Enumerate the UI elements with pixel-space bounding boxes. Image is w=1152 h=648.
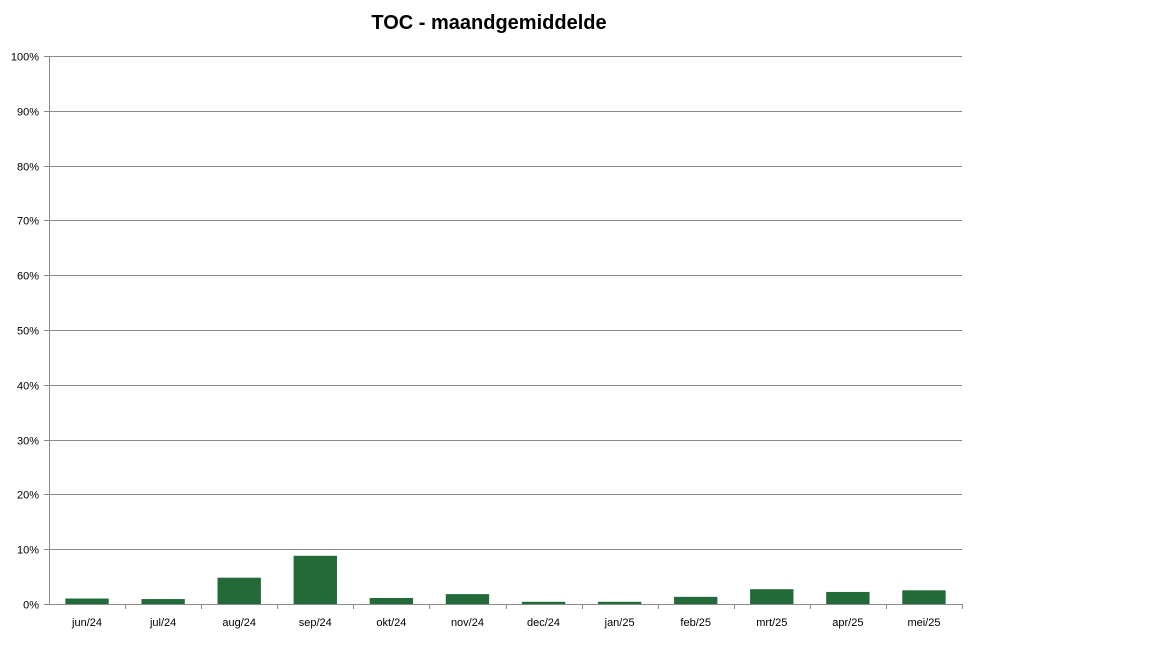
bar	[445, 594, 490, 604]
bar	[217, 577, 261, 604]
x-tick-label: aug/24	[222, 617, 256, 629]
y-tick-label: 80%	[17, 162, 39, 174]
bar	[293, 555, 337, 604]
y-tick-label: 30%	[17, 436, 39, 448]
x-tick-label: jul/24	[149, 617, 176, 629]
x-tick-label: mei/25	[907, 617, 940, 629]
bars	[65, 555, 946, 604]
x-tick-label: feb/25	[680, 617, 711, 629]
bar	[369, 597, 414, 604]
x-tick-label: nov/24	[451, 617, 484, 629]
y-tick-label: 40%	[17, 381, 39, 393]
bar	[597, 601, 642, 604]
x-tick-label: okt/24	[376, 617, 406, 629]
y-tick-label: 50%	[17, 326, 39, 338]
bar	[141, 599, 185, 604]
bar	[902, 590, 946, 604]
y-tick-label: 20%	[17, 490, 39, 502]
x-tick-labels: jun/24 jul/24 aug/24 sep/24 okt/24 nov/24 dec/…	[71, 617, 940, 629]
x-tick-label: jan/25	[604, 617, 635, 629]
axes	[44, 56, 963, 609]
y-tick-label: 60%	[17, 271, 39, 283]
y-tick-label: 90%	[17, 107, 39, 119]
x-tick-label: jun/24	[71, 617, 102, 629]
bar	[826, 591, 870, 604]
bar	[65, 598, 109, 604]
bar	[521, 601, 566, 604]
y-tick-labels: 0% 10% 20% 30% 40% 50% 60% 70% 80% 90% 100%	[11, 52, 39, 612]
x-tick-label: apr/25	[832, 617, 863, 629]
bar	[750, 589, 794, 604]
y-tick-label: 70%	[17, 216, 39, 228]
chart-title: TOC - maandgemiddelde	[371, 12, 607, 34]
y-tick-label: 0%	[23, 600, 39, 612]
y-tick-label: 10%	[17, 545, 39, 557]
x-tick-label: mrt/25	[756, 617, 787, 629]
bar	[674, 596, 718, 604]
x-tick-label: sep/24	[299, 617, 332, 629]
gridlines	[49, 56, 962, 550]
y-tick-label: 100%	[11, 52, 39, 64]
x-tick-label: dec/24	[527, 617, 560, 629]
